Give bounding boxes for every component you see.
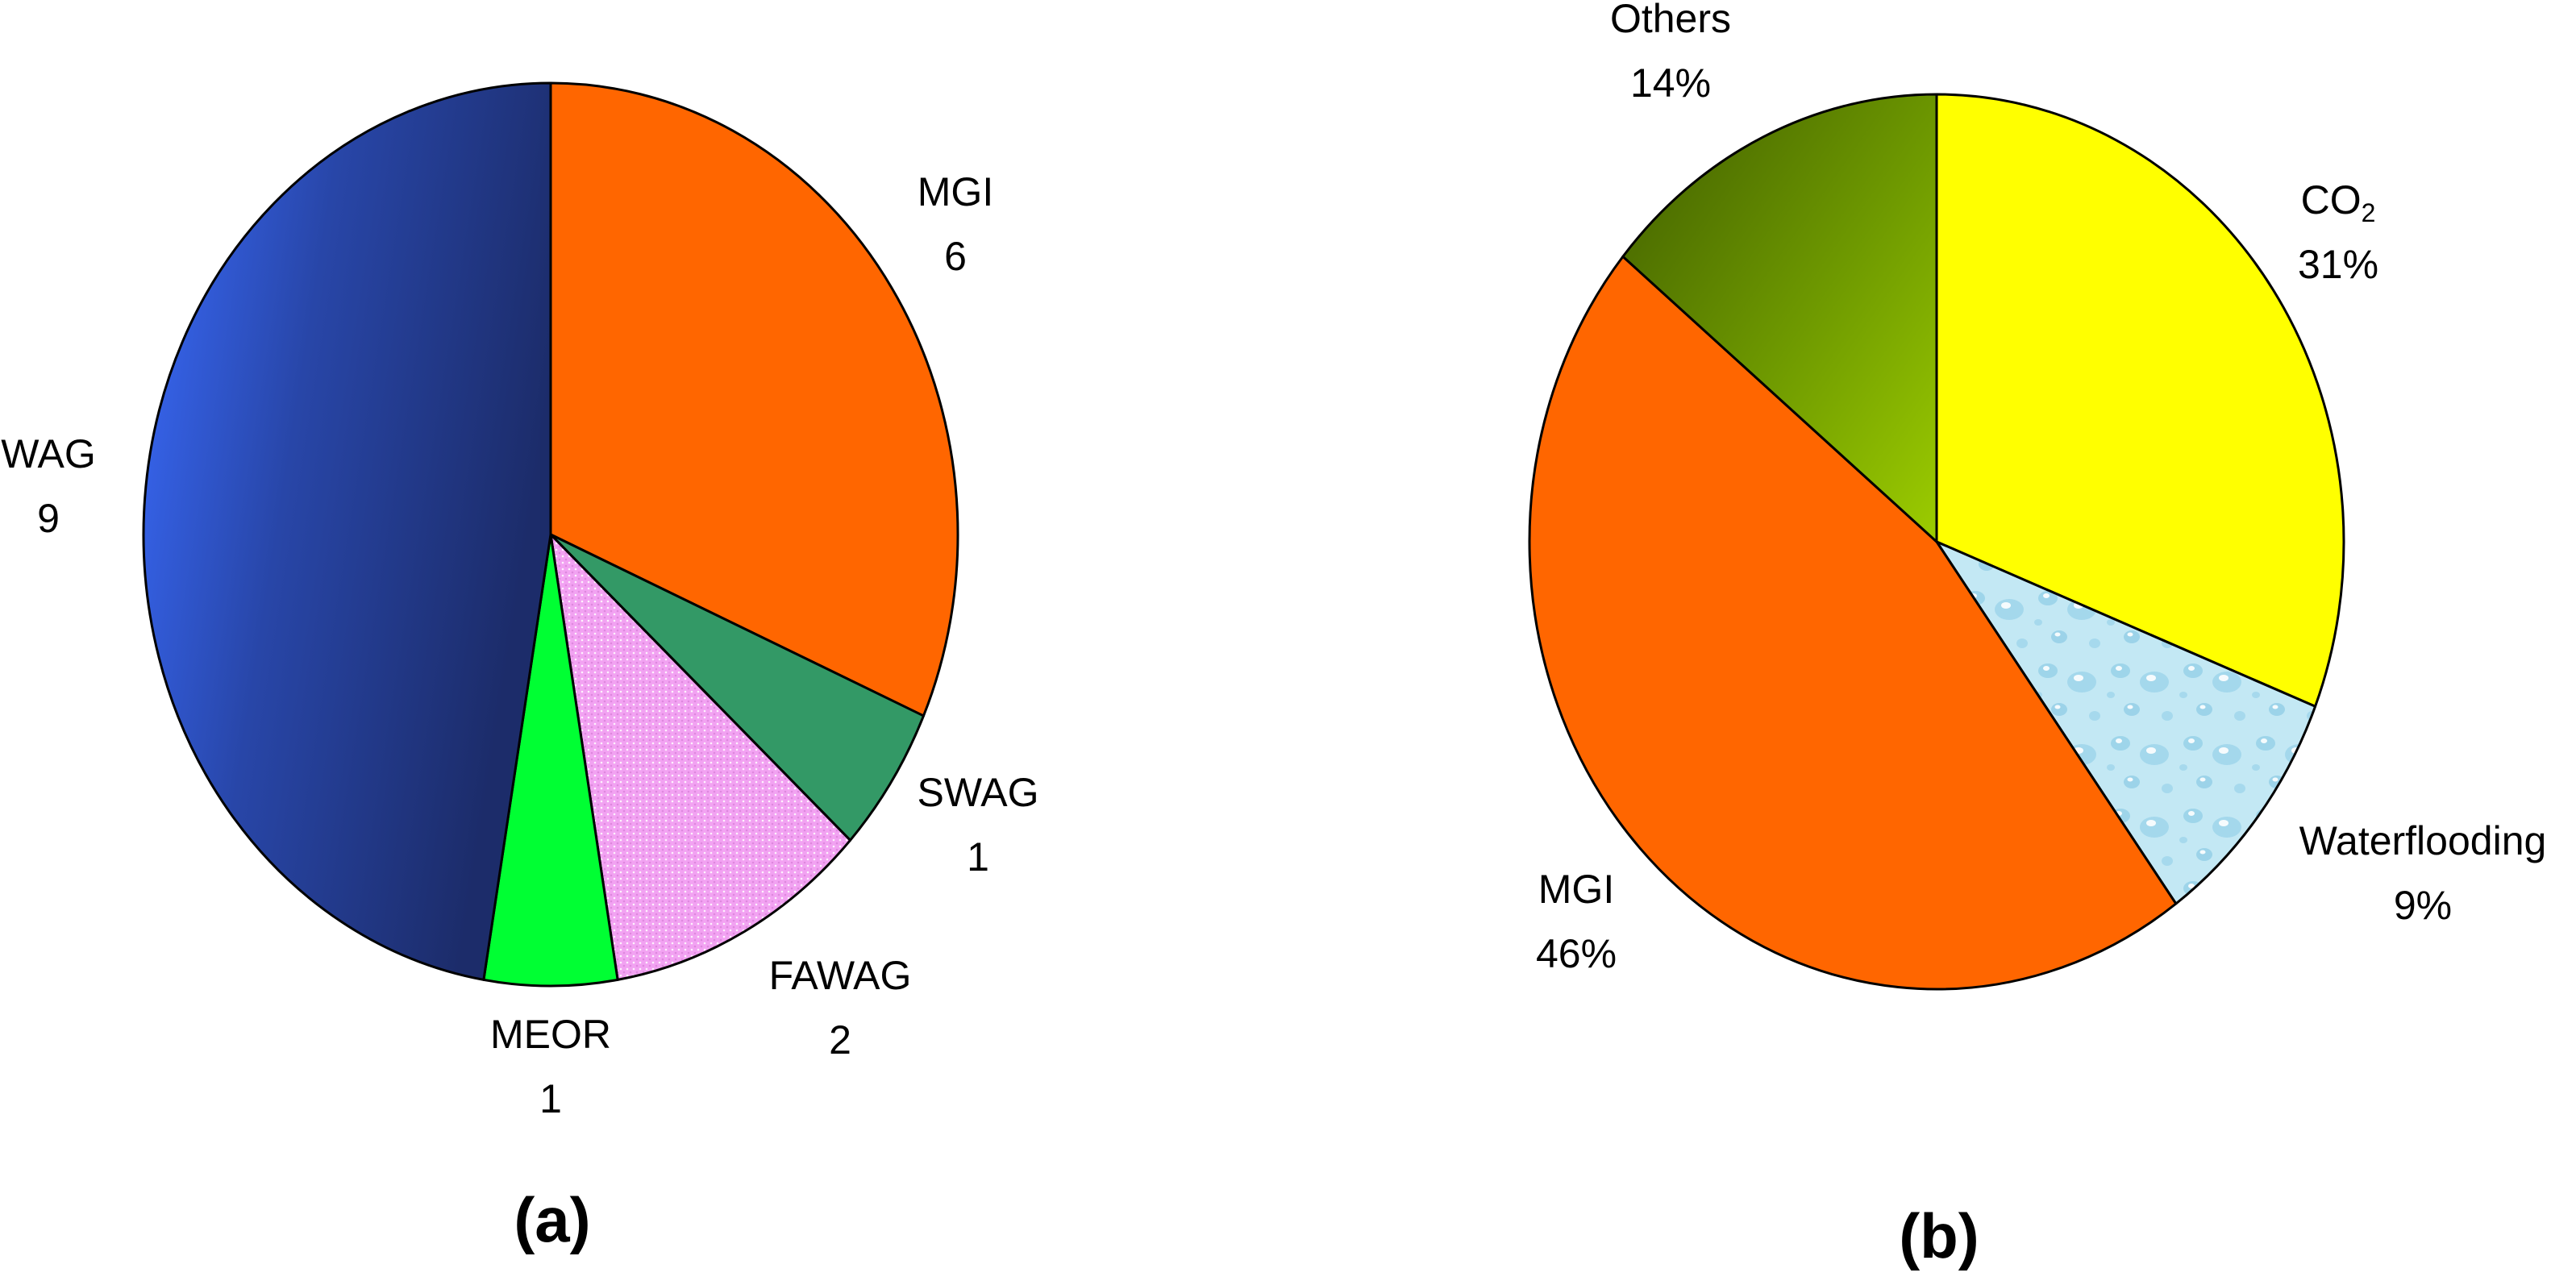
slice-label-others: Others 14% bbox=[1610, 0, 1731, 106]
pie-slice-fawag bbox=[549, 533, 852, 981]
slice-label-swag: SWAG 1 bbox=[918, 770, 1039, 880]
slice-label-co: CO2 31% bbox=[2298, 177, 2378, 287]
slice-value: 9% bbox=[2394, 883, 2452, 928]
slice-value: 6 bbox=[944, 234, 967, 279]
pie-slice-wag bbox=[142, 81, 552, 981]
slice-label-mgi: MGI 46% bbox=[1536, 867, 1617, 976]
slice-label-wag: WAG 9 bbox=[1, 431, 96, 541]
slice-name: FAWAG bbox=[769, 953, 912, 998]
slice-value: 46% bbox=[1536, 931, 1617, 976]
panel-label-b: (b) bbox=[1899, 1200, 1979, 1271]
pie-slice-mgi bbox=[549, 81, 959, 717]
slice-value: 31% bbox=[2298, 242, 2378, 287]
pie-slice-others bbox=[1621, 93, 1938, 543]
slice-value: 14% bbox=[1630, 60, 1711, 106]
slice-label-fawag: FAWAG 2 bbox=[769, 953, 912, 1063]
slice-value: 9 bbox=[37, 496, 60, 541]
slice-name: Waterflooding bbox=[2299, 818, 2547, 863]
slice-value: 1 bbox=[539, 1076, 562, 1121]
pie-slice-meor bbox=[482, 533, 619, 988]
slice-label-meor: MEOR 1 bbox=[490, 1012, 611, 1121]
pie-chart-a: MGI 6 SWAG 1 FAWAG 2 MEOR 1 WAG 9 bbox=[1, 81, 1039, 1121]
slice-label-waterflooding: Waterflooding 9% bbox=[2299, 818, 2547, 928]
pie-slice-waterflooding bbox=[1935, 540, 2317, 905]
pie-slice-swag bbox=[549, 533, 925, 842]
slice-value: 2 bbox=[829, 1017, 851, 1063]
slice-name: WAG bbox=[1, 431, 96, 476]
slice-name: MGI bbox=[1538, 867, 1614, 912]
pie-slice-mgi bbox=[1528, 255, 2178, 991]
slice-name: Others bbox=[1610, 0, 1731, 41]
slice-name: SWAG bbox=[918, 770, 1039, 815]
slice-name: MGI bbox=[918, 169, 993, 214]
slice-name: CO bbox=[2301, 177, 2362, 223]
slice-value: 1 bbox=[967, 834, 989, 880]
slice-name: MEOR bbox=[490, 1012, 611, 1057]
pie-slice-co bbox=[1935, 93, 2345, 708]
pie-chart-b: CO2 31% Waterflooding 9% MGI 46% Others 14% bbox=[1528, 0, 2547, 991]
slice-name-subscript: 2 bbox=[2362, 198, 2376, 227]
slice-label-mgi: MGI 6 bbox=[918, 169, 993, 279]
panel-label-a: (a) bbox=[514, 1184, 590, 1255]
